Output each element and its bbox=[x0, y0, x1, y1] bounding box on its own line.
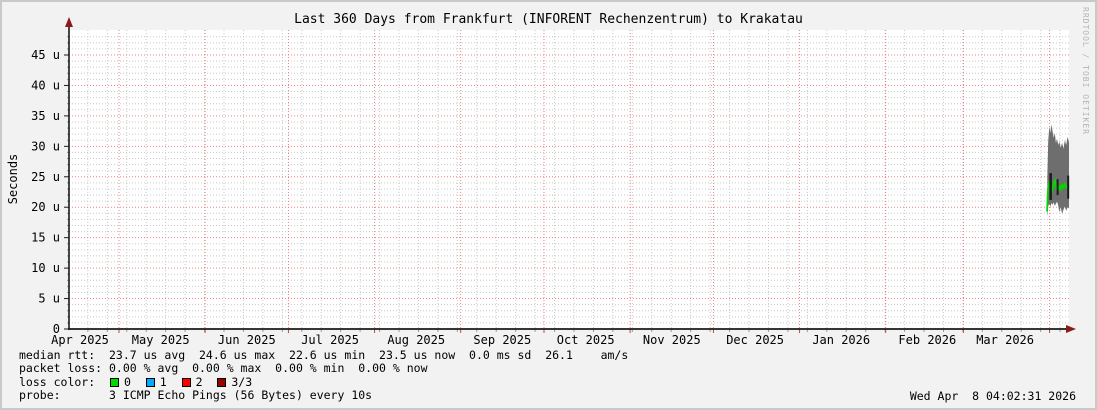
loss-color-swatch bbox=[217, 377, 227, 387]
chart-title: Last 360 Days from Frankfurt (INFORENT R… bbox=[294, 12, 803, 27]
loss-color-value: 0 bbox=[124, 374, 145, 389]
svg-text:45 u: 45 u bbox=[31, 48, 60, 62]
svg-text:Feb 2026: Feb 2026 bbox=[898, 333, 956, 347]
svg-text:Jun 2025: Jun 2025 bbox=[218, 333, 276, 347]
loss-color-items: 0 1 2 3/3 bbox=[109, 375, 266, 389]
legend-loss-color: loss color: 0 1 2 3/3 bbox=[19, 374, 628, 389]
loss-color-swatch bbox=[145, 377, 155, 387]
svg-text:Apr 2025: Apr 2025 bbox=[51, 333, 109, 347]
legend-packet-loss: packet loss: 0.00 % avg 0.00 % max 0.00 … bbox=[19, 361, 428, 376]
loss-color-value: 1 bbox=[159, 374, 181, 389]
svg-text:40 u: 40 u bbox=[31, 78, 60, 92]
svg-text:May 2025: May 2025 bbox=[132, 333, 190, 347]
svg-text:30 u: 30 u bbox=[31, 139, 60, 153]
svg-text:20 u: 20 u bbox=[31, 200, 60, 214]
svg-text:Dec 2025: Dec 2025 bbox=[726, 333, 784, 347]
svg-text:Oct 2025: Oct 2025 bbox=[557, 333, 615, 347]
legend-probe: probe: 3 ICMP Echo Pings (56 Bytes) ever… bbox=[19, 388, 373, 403]
svg-text:0: 0 bbox=[53, 322, 60, 336]
svg-text:25 u: 25 u bbox=[31, 170, 60, 184]
loss-color-value: 2 bbox=[195, 374, 217, 389]
svg-text:5 u: 5 u bbox=[38, 292, 60, 306]
svg-text:Nov 2025: Nov 2025 bbox=[643, 333, 701, 347]
rrdtool-watermark: RRDTOOL / TOBI OETIKER bbox=[1081, 7, 1090, 135]
chart-legend: median rtt: 23.7 us avg 24.6 us max 22.6… bbox=[19, 348, 629, 403]
svg-text:35 u: 35 u bbox=[31, 109, 60, 123]
legend-median-rtt: median rtt: 23.7 us avg 24.6 us max 22.6… bbox=[19, 348, 629, 362]
svg-text:Jan 2026: Jan 2026 bbox=[812, 333, 870, 347]
svg-text:Aug 2025: Aug 2025 bbox=[387, 333, 445, 347]
loss-color-value: 3/3 bbox=[231, 374, 266, 389]
generated-timestamp: Wed Apr 8 04:02:31 2026 bbox=[909, 389, 1076, 403]
loss-color-swatch bbox=[110, 377, 120, 387]
svg-text:10 u: 10 u bbox=[31, 261, 60, 275]
legend-loss-color-label: loss color: bbox=[19, 374, 110, 389]
svg-text:Sep 2025: Sep 2025 bbox=[473, 333, 531, 347]
svg-text:Mar 2026: Mar 2026 bbox=[976, 333, 1034, 347]
svg-text:Jul 2025: Jul 2025 bbox=[301, 333, 359, 347]
svg-text:15 u: 15 u bbox=[31, 231, 60, 245]
loss-color-swatch bbox=[181, 377, 191, 387]
